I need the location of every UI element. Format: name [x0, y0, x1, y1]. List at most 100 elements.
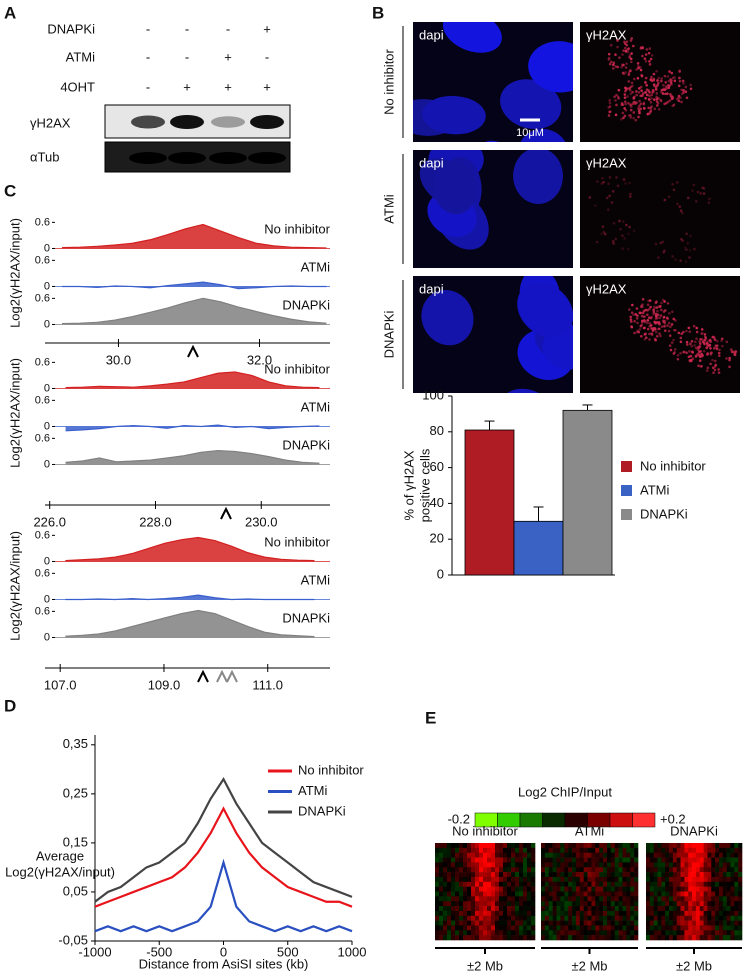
heatmap-cell	[595, 876, 600, 883]
focus	[690, 344, 693, 348]
heatmap-cell	[479, 852, 484, 858]
focus	[661, 240, 665, 244]
heatmap-cell	[479, 881, 484, 887]
heatmap-cell	[439, 847, 444, 853]
heatmap-cell	[443, 843, 448, 849]
heatmap-cell	[603, 896, 608, 902]
heatmap-cell	[587, 915, 592, 921]
focus	[703, 333, 707, 336]
heatmap-cell	[595, 867, 600, 873]
heatmap-cell	[734, 862, 739, 868]
heatmap-cell	[575, 891, 581, 897]
heatmap-cell	[568, 920, 573, 926]
heatmap-cell	[560, 935, 565, 941]
heatmap-cell	[479, 915, 484, 921]
heatmap-cell	[603, 925, 608, 931]
focus	[698, 359, 702, 362]
heatmap-cell	[487, 872, 492, 878]
focus	[728, 365, 731, 369]
heatmap-cell	[684, 852, 689, 858]
heatmap-cell	[692, 857, 697, 863]
heatmap-cell	[447, 886, 452, 892]
heatmap-cell	[544, 891, 550, 897]
heatmap-cell	[447, 896, 452, 902]
heatmap-cell	[572, 920, 577, 926]
heatmap-cell	[459, 881, 464, 887]
heatmap-cell	[692, 852, 697, 858]
heatmap-cell	[552, 886, 557, 892]
heatmap-cell	[646, 867, 651, 873]
focus	[677, 331, 681, 335]
heatmap-cell	[715, 876, 720, 883]
heatmap-cell	[653, 915, 658, 921]
focus	[623, 93, 627, 96]
heatmap-cell	[711, 925, 716, 931]
heatmap-cell	[684, 886, 689, 892]
heatmap-cell	[646, 852, 651, 858]
focus	[668, 84, 671, 87]
heatmap-cell	[523, 915, 528, 921]
heatmap-cell	[544, 901, 550, 907]
focus	[654, 88, 658, 91]
focus	[673, 328, 676, 332]
heatmap-cell	[726, 843, 731, 849]
focus	[639, 102, 643, 105]
heatmap-cell	[606, 857, 612, 863]
heatmap-cell	[622, 925, 627, 931]
heatmap-cell	[499, 872, 504, 878]
focus	[657, 327, 660, 331]
heatmap-cell	[649, 862, 654, 868]
heatmap-cell	[599, 920, 604, 926]
focus	[644, 80, 647, 84]
track-label: No inhibitor	[264, 361, 330, 376]
heatmap-cell	[618, 867, 623, 873]
focus	[654, 312, 658, 316]
focus	[709, 346, 712, 350]
heatmap-cell	[587, 896, 592, 902]
focus	[649, 57, 653, 61]
heatmap-cell	[630, 881, 635, 887]
heatmap-cell	[459, 896, 464, 902]
heatmap-cell	[572, 930, 577, 936]
heatmap-cell	[556, 876, 561, 883]
heatmap-cell	[606, 925, 612, 931]
heatmap-cell	[614, 852, 619, 858]
channel-label: dapi	[419, 155, 444, 170]
heatmap-cell	[511, 915, 516, 921]
heatmap-cell	[541, 886, 546, 892]
heatmap-cell	[614, 886, 619, 892]
focus	[674, 319, 677, 322]
heatmap-cell	[531, 862, 536, 868]
focus	[638, 109, 641, 113]
heatmap-cell	[626, 906, 631, 912]
focus	[671, 255, 674, 258]
focus	[620, 65, 623, 69]
focus	[621, 234, 624, 237]
heatmap-cell	[595, 872, 600, 878]
heatmap-cell	[676, 915, 681, 921]
heatmap-cell	[676, 906, 681, 912]
heatmap-cell	[447, 910, 452, 917]
heatmap-cell	[495, 847, 500, 853]
heatmap-cell	[527, 901, 532, 907]
focus	[662, 83, 665, 87]
heatmap-cell	[564, 920, 569, 926]
focus	[621, 111, 625, 115]
heatmap-cell	[451, 910, 456, 917]
focus	[685, 96, 689, 100]
heatmap-cell	[491, 915, 496, 921]
heatmap-cell	[531, 925, 536, 931]
focus	[699, 365, 703, 368]
focus	[663, 300, 666, 303]
micrograph	[413, 150, 573, 268]
focus	[694, 199, 698, 203]
heatmap-cell	[583, 920, 588, 926]
focus	[622, 63, 625, 67]
heatmap-cell	[587, 876, 592, 883]
heatmap-cell	[511, 867, 516, 873]
heatmap-cell	[606, 910, 612, 917]
focus	[663, 74, 667, 78]
heatmap-cell	[541, 906, 546, 912]
focus	[643, 320, 647, 323]
heatmap-cell	[435, 867, 440, 873]
